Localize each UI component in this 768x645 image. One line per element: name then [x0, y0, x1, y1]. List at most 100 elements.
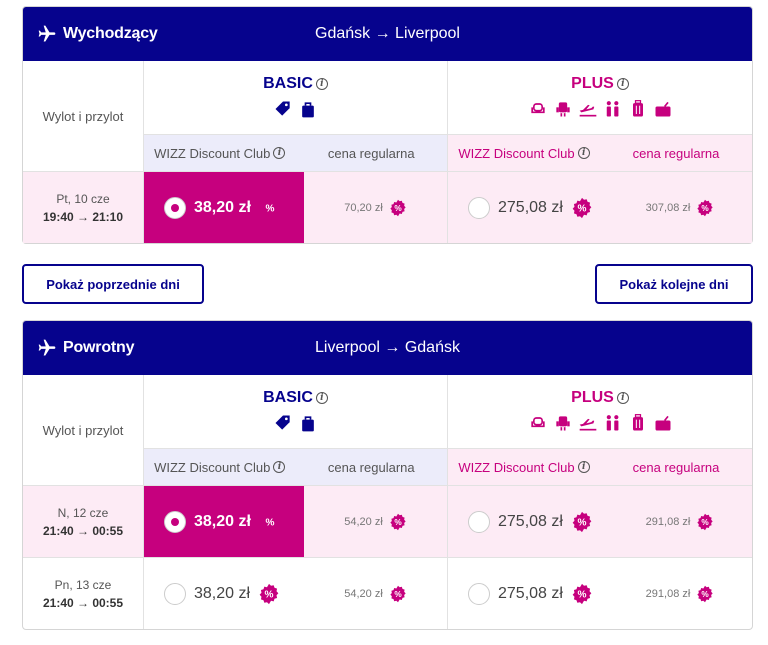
- plus-fare-header: PLUS i: [447, 375, 752, 448]
- basic-club-price-option[interactable]: 38,20 zł: [144, 558, 304, 629]
- percent-badge-icon: [259, 197, 281, 219]
- plus-club-price-option[interactable]: 275,08 zł: [448, 558, 608, 629]
- plus-fare-name: PLUS: [571, 75, 614, 92]
- regular-price-label: cena regularna: [632, 459, 720, 475]
- info-icon[interactable]: i: [315, 78, 328, 90]
- basic-fare-name: BASIC: [263, 389, 313, 406]
- info-icon[interactable]: i: [616, 78, 629, 90]
- seat-select-icon: [553, 99, 573, 119]
- info-icon[interactable]: i: [577, 461, 590, 473]
- flight-date-cell: N, 12 cze 21:40 → 00:55: [23, 485, 143, 557]
- outbound-route: Gdańsk → Liverpool: [315, 25, 460, 42]
- fare-radio[interactable]: [164, 196, 186, 219]
- small-bag-icon: [298, 99, 318, 119]
- show-next-days-button[interactable]: Pokaż kolejne dni: [595, 264, 753, 304]
- trolley-bag-icon: [628, 99, 648, 119]
- inbound-header: Powrotny Liverpool → Gdańsk: [23, 321, 752, 375]
- basic-regular-price: 54,20 zł: [344, 587, 383, 600]
- regular-price-label: cena regularna: [632, 145, 720, 161]
- plus-fare-name: PLUS: [571, 389, 614, 406]
- percent-badge-icon: [389, 585, 407, 603]
- basic-regular-price-option[interactable]: 54,20 zł: [304, 486, 447, 557]
- flight-time-label: Wylot i przylot: [42, 422, 124, 438]
- percent-badge-icon: [571, 583, 593, 605]
- basic-regular-price-option[interactable]: 54,20 zł: [304, 558, 447, 629]
- percent-badge-icon: [258, 583, 280, 605]
- inbound-direction: Powrotny: [63, 339, 135, 356]
- flight-times: 19:40 → 21:10: [42, 209, 124, 224]
- basic-club-price: 38,20 zł: [194, 198, 251, 216]
- plus-club-price-option[interactable]: 275,08 zł: [448, 172, 608, 243]
- trolley-bag-icon: [628, 413, 648, 433]
- check-in-icon: [578, 413, 598, 433]
- tag-icon: [273, 413, 293, 433]
- info-icon[interactable]: i: [616, 392, 629, 404]
- info-icon[interactable]: i: [577, 147, 590, 159]
- flight-day: Pt, 10 cze: [56, 191, 110, 206]
- outbound-header: Wychodzący Gdańsk → Liverpool: [23, 7, 752, 61]
- flight-date-cell: Pn, 13 cze 21:40 → 00:55: [23, 557, 143, 629]
- basic-fare-name: BASIC: [263, 75, 313, 92]
- basic-price-cell: 38,20 zł 54,20 zł: [143, 557, 447, 629]
- plus-club-price: 275,08 zł: [498, 198, 563, 216]
- plus-regular-price-option[interactable]: 291,08 zł: [608, 558, 752, 629]
- club-price-label: WIZZ Discount Club: [458, 145, 575, 161]
- plus-subheader: WIZZ Discount Club i cena regularna: [447, 134, 752, 171]
- regular-price-label: cena regularna: [327, 145, 415, 161]
- plus-price-cell: 275,08 zł 307,08 zł: [447, 171, 752, 243]
- checked-bag-icon: [653, 99, 673, 119]
- plus-price-cell: 275,08 zł 291,08 zł: [447, 485, 752, 557]
- basic-club-price: 38,20 zł: [194, 512, 251, 530]
- plus-regular-price: 307,08 zł: [645, 201, 691, 214]
- flight-day: N, 12 cze: [57, 505, 109, 520]
- info-icon[interactable]: i: [273, 461, 286, 473]
- inbound-section: Powrotny Liverpool → Gdańsk Wylot i przy…: [22, 320, 753, 630]
- plus-regular-price-option[interactable]: 291,08 zł: [608, 486, 752, 557]
- seat-icon: [528, 413, 548, 433]
- checked-bag-icon: [653, 413, 673, 433]
- club-price-label: WIZZ Discount Club: [458, 459, 575, 475]
- club-price-label: WIZZ Discount Club: [154, 459, 271, 475]
- plus-price-cell: 275,08 zł 291,08 zł: [447, 557, 752, 629]
- check-in-icon: [578, 99, 598, 119]
- flight-time-label: Wylot i przylot: [42, 108, 124, 124]
- plus-fare-header: PLUS i: [447, 61, 752, 134]
- percent-badge-icon: [696, 199, 714, 217]
- tag-icon: [273, 99, 293, 119]
- fare-radio[interactable]: [164, 510, 186, 533]
- flight-times: 21:40 → 00:55: [42, 523, 124, 538]
- show-previous-days-button[interactable]: Pokaż poprzednie dni: [22, 264, 204, 304]
- basic-club-price-option[interactable]: 38,20 zł: [144, 172, 304, 243]
- basic-club-price-option[interactable]: 38,20 zł: [144, 486, 304, 557]
- info-icon[interactable]: i: [315, 392, 328, 404]
- info-icon[interactable]: i: [273, 147, 286, 159]
- basic-regular-price-option[interactable]: 70,20 zł: [304, 172, 447, 243]
- fare-radio[interactable]: [468, 510, 490, 533]
- basic-subheader: WIZZ Discount Club i cena regularna: [143, 134, 447, 171]
- basic-fare-header: BASIC i: [143, 61, 447, 134]
- basic-price-cell: 38,20 zł 54,20 zł: [143, 485, 447, 557]
- percent-badge-icon: [571, 511, 593, 533]
- percent-badge-icon: [259, 511, 281, 533]
- flight-date-cell: Pt, 10 cze 19:40 → 21:10: [23, 171, 143, 243]
- outbound-section: Wychodzący Gdańsk → Liverpool Wylot i pr…: [22, 6, 753, 244]
- basic-club-price: 38,20 zł: [194, 584, 251, 602]
- fare-radio[interactable]: [468, 582, 490, 605]
- fare-radio[interactable]: [468, 196, 490, 219]
- plus-regular-price-option[interactable]: 307,08 zł: [608, 172, 752, 243]
- regular-price-label: cena regularna: [327, 459, 415, 475]
- inbound-route: Liverpool → Gdańsk: [315, 339, 460, 356]
- seat-select-icon: [553, 413, 573, 433]
- basic-price-cell: 38,20 zł 70,20 zł: [143, 171, 447, 243]
- small-bag-icon: [298, 413, 318, 433]
- seat-icon: [528, 99, 548, 119]
- plus-club-price-option[interactable]: 275,08 zł: [448, 486, 608, 557]
- plus-subheader: WIZZ Discount Club i cena regularna: [447, 448, 752, 485]
- percent-badge-icon: [389, 513, 407, 531]
- club-price-label: WIZZ Discount Club: [154, 145, 271, 161]
- flight-times: 21:40 → 00:55: [42, 595, 124, 610]
- priority-boarding-icon: [603, 413, 623, 433]
- fare-radio[interactable]: [164, 582, 186, 605]
- plus-regular-price: 291,08 zł: [645, 515, 691, 528]
- percent-badge-icon: [389, 199, 407, 217]
